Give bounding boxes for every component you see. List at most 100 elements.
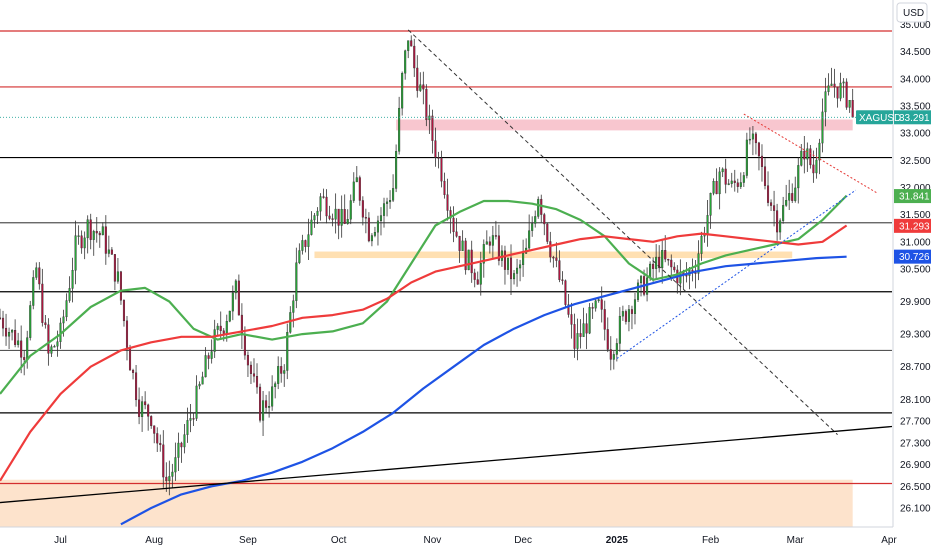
candle-body <box>29 305 32 338</box>
candle-body <box>537 198 540 217</box>
candle-body <box>265 400 268 408</box>
candle-body <box>32 277 35 306</box>
time-tick-label: Jul <box>54 535 67 546</box>
candle-body <box>706 215 709 236</box>
candle-body <box>177 442 180 458</box>
candle-body <box>389 200 392 203</box>
trendline-2[interactable] <box>616 189 857 359</box>
trendline-3[interactable] <box>743 113 878 194</box>
candle-body <box>497 235 500 261</box>
candle-body <box>343 209 346 224</box>
candle-body <box>739 182 742 187</box>
candle-body <box>23 357 26 360</box>
candle-body <box>219 325 222 331</box>
plot-area[interactable] <box>0 29 892 527</box>
candle-body <box>116 271 119 282</box>
candle-body <box>392 188 395 201</box>
candle-body <box>664 250 667 260</box>
candle-body <box>597 299 600 301</box>
candle-body <box>410 40 413 47</box>
candle-body <box>210 351 213 359</box>
candle-body <box>576 333 579 349</box>
candle-body <box>216 325 219 330</box>
candle-body <box>428 115 431 121</box>
candle-body <box>594 300 597 309</box>
candle-body <box>461 240 464 251</box>
currency-label: USD <box>903 8 924 19</box>
candle-body <box>528 230 531 249</box>
candle-body <box>812 164 815 174</box>
candle-body <box>422 84 425 90</box>
svg-text:33.291: 33.291 <box>899 113 930 124</box>
candle-body <box>618 315 621 344</box>
candle-body <box>38 267 41 285</box>
candle-body <box>658 256 661 269</box>
candle-body <box>68 288 71 301</box>
moving-average-2[interactable] <box>120 255 847 526</box>
candle-body <box>162 444 165 478</box>
candle-body <box>0 317 2 320</box>
candle-body <box>395 151 398 189</box>
candle-body <box>600 299 603 310</box>
candle-body <box>376 220 379 233</box>
price-tick-label: 32.500 <box>900 156 931 167</box>
candle-body <box>803 150 806 160</box>
price-tick-label: 26.100 <box>900 503 931 514</box>
candle-body <box>491 235 494 246</box>
price-tick-label: 31.000 <box>900 237 931 248</box>
trendline-0[interactable] <box>407 29 838 436</box>
price-tick-label: 29.300 <box>900 330 931 341</box>
candle-body <box>464 240 467 271</box>
candle-body <box>612 354 615 360</box>
candle-body <box>144 401 147 406</box>
time-tick-label: Mar <box>787 535 805 546</box>
candle-body <box>135 372 138 401</box>
candle-body <box>416 67 419 91</box>
currency-button[interactable]: USD <box>896 2 928 23</box>
candle-body <box>174 457 177 473</box>
candle-body <box>198 383 201 387</box>
candle-body <box>386 201 389 204</box>
candle-body <box>268 406 271 408</box>
candle-body <box>791 193 794 201</box>
svg-text:30.726: 30.726 <box>899 252 930 263</box>
candle-body <box>104 226 107 254</box>
candle-body <box>751 133 754 140</box>
candle-body <box>319 196 322 212</box>
candle-body <box>558 260 561 280</box>
candle-body <box>334 208 337 220</box>
candle-body <box>301 240 304 251</box>
candle-body <box>237 280 240 316</box>
moving-average-1[interactable] <box>0 224 848 482</box>
candle-body <box>401 73 404 109</box>
candle-body <box>757 142 760 157</box>
price-tick-label: 35.000 <box>900 20 931 31</box>
candle-body <box>851 100 854 118</box>
candle-body <box>591 307 594 309</box>
candle-body <box>325 196 328 217</box>
candle-body <box>624 311 627 322</box>
candle-body <box>473 272 476 280</box>
moving-average-0[interactable] <box>0 194 848 395</box>
candle-body <box>419 84 422 91</box>
candle-body <box>509 257 513 280</box>
candle-body <box>286 332 289 371</box>
price-tick-label: 34.500 <box>900 47 931 58</box>
candle-body <box>724 168 727 185</box>
trendline-1[interactable] <box>0 425 892 504</box>
candle-body <box>307 234 310 247</box>
candle-body <box>700 235 703 254</box>
candle-body <box>62 316 65 324</box>
candle-body <box>715 181 718 195</box>
candle-body <box>646 277 649 295</box>
svg-text:XAGUSD: XAGUSD <box>859 113 901 124</box>
time-axis[interactable]: Jul Aug Sep Oct Nov Dec 2025 Feb Mar Apr <box>0 526 897 546</box>
price-tick-label: 31.500 <box>900 210 931 221</box>
price-axis[interactable]: 35.000 34.500 34.000 33.500 33.000 32.500 32.0… <box>892 0 932 550</box>
candle-body <box>770 202 773 206</box>
candle-body <box>222 330 225 334</box>
candle-body <box>588 307 591 334</box>
candle-body <box>47 324 50 354</box>
candle-body <box>513 273 516 280</box>
